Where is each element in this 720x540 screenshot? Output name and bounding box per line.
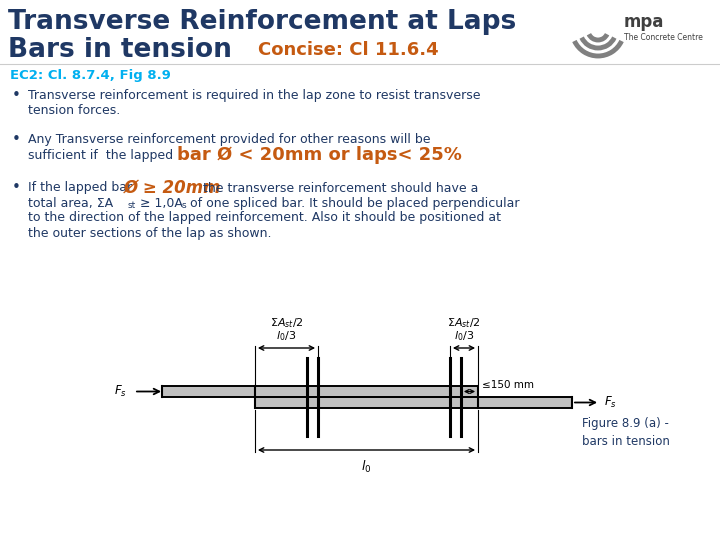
Text: of one spliced bar. It should be placed perpendicular: of one spliced bar. It should be placed … [190,197,520,210]
Text: •: • [12,180,21,195]
Bar [255,397,572,408]
Text: st: st [128,201,136,211]
Text: $F_s$: $F_s$ [604,395,617,410]
Text: ≥ 1,0A: ≥ 1,0A [140,197,183,210]
Text: Ø ≥ 20mm: Ø ≥ 20mm [124,179,222,197]
Text: mpa: mpa [624,13,665,31]
Text: s: s [182,201,186,211]
Text: sufficient if  the lapped: sufficient if the lapped [28,148,173,161]
Bar [255,386,478,408]
Text: the transverse reinforcement should have a: the transverse reinforcement should have… [203,181,478,194]
Text: ≤150 mm: ≤150 mm [482,381,534,390]
Text: EC2: Cl. 8.7.4, Fig 8.9: EC2: Cl. 8.7.4, Fig 8.9 [10,70,171,83]
Text: total area, ΣA: total area, ΣA [28,197,113,210]
Text: the outer sections of the lap as shown.: the outer sections of the lap as shown. [28,226,271,240]
Bar [162,386,478,397]
Text: bar Ø < 20mm or laps< 25%: bar Ø < 20mm or laps< 25% [177,146,462,164]
Text: $l_0/3$: $l_0/3$ [276,329,297,343]
Text: $l_0$: $l_0$ [361,459,372,475]
Text: Figure 8.9 (a) -
bars in tension: Figure 8.9 (a) - bars in tension [582,417,670,448]
Text: •: • [12,89,21,104]
Text: tension forces.: tension forces. [28,105,120,118]
Text: Transverse reinforcement is required in the lap zone to resist transverse: Transverse reinforcement is required in … [28,90,480,103]
Text: $\Sigma A_{st}/2$: $\Sigma A_{st}/2$ [270,316,303,330]
Text: •: • [12,132,21,147]
Text: Bars in tension: Bars in tension [8,37,232,63]
Text: Transverse Reinforcement at Laps: Transverse Reinforcement at Laps [8,9,516,35]
Text: $\Sigma A_{st}/2$: $\Sigma A_{st}/2$ [447,316,481,330]
Text: Concise: Cl 11.6.4: Concise: Cl 11.6.4 [258,41,438,59]
Text: to the direction of the lapped reinforcement. Also it should be positioned at: to the direction of the lapped reinforce… [28,212,501,225]
Text: $l_0/3$: $l_0/3$ [454,329,474,343]
Text: $F_s$: $F_s$ [114,384,127,399]
Text: Any Transverse reinforcement provided for other reasons will be: Any Transverse reinforcement provided fo… [28,133,431,146]
Text: The Concrete Centre: The Concrete Centre [624,33,703,43]
Text: If the lapped bar: If the lapped bar [28,181,132,194]
